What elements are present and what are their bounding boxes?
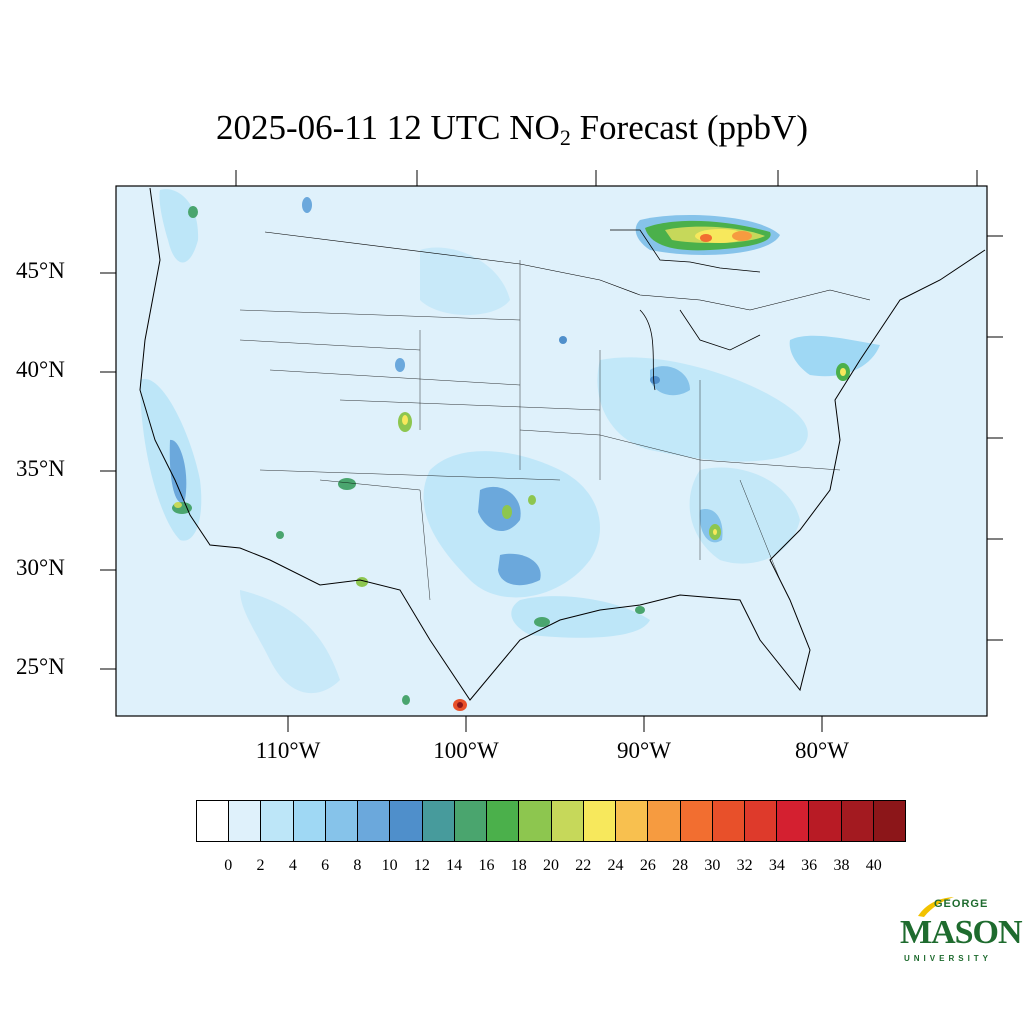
colorbar-segment — [873, 801, 906, 841]
lon-label-100w: 100°W — [433, 738, 499, 763]
colorbar-tick-label: 36 — [801, 857, 818, 874]
colorbar-tick-label: 40 — [865, 857, 882, 874]
lon-label-80w: 80°W — [795, 738, 849, 763]
gmu-logo: GEORGE MASON UNIVERSITY — [896, 896, 1023, 968]
logo-mason: MASON — [900, 914, 1023, 951]
colorbar-tick-label: 4 — [288, 857, 297, 874]
colorbar-tick-label: 12 — [413, 857, 430, 874]
left-axis-ticks — [100, 272, 116, 670]
colorbar-segment — [358, 801, 391, 841]
title-subscript: 2 — [559, 125, 571, 150]
colorbar-segment — [229, 801, 262, 841]
colorbar-segment — [519, 801, 552, 841]
colorbar-tick-label: 22 — [575, 857, 592, 874]
colorbar-tick-label: 38 — [833, 857, 850, 874]
colorbar-segment — [809, 801, 842, 841]
colorbar-tick-label: 10 — [381, 857, 398, 874]
colorbar-segment — [293, 801, 326, 841]
colorbar-segment — [197, 801, 230, 841]
colorbar-tick-label: 8 — [353, 857, 362, 874]
colorbar-tick-label: 18 — [510, 857, 527, 874]
colorbar-segment — [583, 801, 617, 841]
colorbar-segment — [680, 801, 713, 841]
lat-label-25n: 25°N — [16, 654, 65, 679]
map-title: 2025-06-11 12 UTC NO2 Forecast (ppbV) — [0, 108, 1024, 151]
colorbar-tick-label: 2 — [256, 857, 265, 874]
right-axis-ticks — [987, 235, 1003, 641]
colorbar-segment — [777, 801, 810, 841]
colorbar-tick-label: 6 — [321, 857, 330, 874]
colorbar-segment — [744, 801, 778, 841]
logo-george: GEORGE — [934, 898, 989, 910]
colorbar-segment — [454, 801, 488, 841]
colorbar-tick-label: 16 — [478, 857, 495, 874]
bottom-axis-ticks — [287, 716, 823, 732]
logo-university: UNIVERSITY — [904, 954, 993, 963]
colorbar-tick-label: 28 — [672, 857, 689, 874]
lat-label-30n: 30°N — [16, 555, 65, 580]
lat-label-35n: 35°N — [16, 456, 65, 481]
concentration-field — [139, 187, 986, 711]
colorbar-segment — [325, 801, 359, 841]
colorbar-segment — [551, 801, 584, 841]
colorbar-segment — [648, 801, 681, 841]
map-plot — [100, 170, 1003, 732]
colorbar-tick-label: 0 — [224, 857, 233, 874]
colorbar-segment — [712, 801, 745, 841]
lat-label-40n: 40°N — [16, 357, 65, 382]
colorbar-segment — [261, 801, 294, 841]
colorbar-tick-label: 14 — [446, 857, 463, 874]
lon-label-90w: 90°W — [617, 738, 671, 763]
title-main: 2025-06-11 12 UTC NO — [216, 108, 560, 147]
colorbar-segment — [841, 801, 874, 841]
colorbar-segment — [487, 801, 520, 841]
colorbar-tick-label: 30 — [704, 857, 721, 874]
colorbar-tick-label: 34 — [768, 857, 785, 874]
colorbar-segment — [390, 801, 423, 841]
map-frame — [115, 185, 988, 717]
colorbar-tick-label: 20 — [543, 857, 559, 874]
colorbar-segment — [616, 801, 649, 841]
title-rest: Forecast (ppbV) — [570, 108, 808, 147]
colorbar — [196, 800, 906, 842]
colorbar-tick-label: 24 — [607, 857, 624, 874]
colorbar-tick-label: 32 — [736, 857, 753, 874]
top-axis-ticks — [235, 170, 978, 186]
lat-label-45n: 45°N — [16, 258, 65, 283]
lon-label-110w: 110°W — [255, 738, 321, 763]
logo-swoosh-icon — [918, 897, 954, 917]
colorbar-tick-label: 26 — [639, 857, 656, 874]
colorbar-segment — [422, 801, 455, 841]
